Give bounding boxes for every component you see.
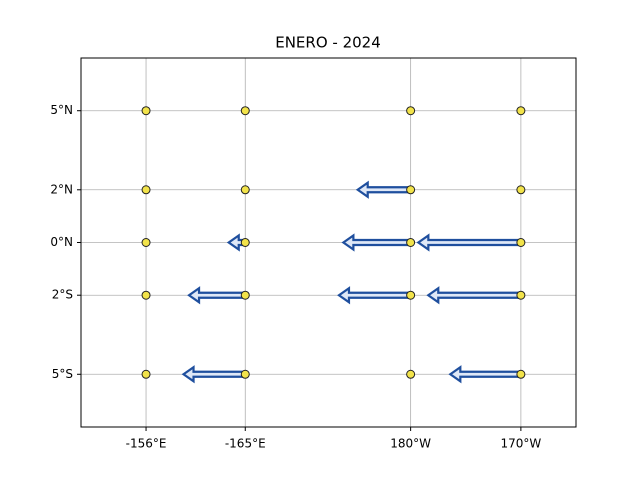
wind-arrow <box>355 180 412 199</box>
station-point <box>141 106 151 116</box>
station-point <box>406 238 416 247</box>
chart-title: ENERO - 2024 <box>275 34 381 52</box>
wind-arrow <box>448 365 522 384</box>
station-point <box>141 185 151 195</box>
y-tick-label: 0°N <box>50 235 73 249</box>
wind-arrow <box>337 286 412 305</box>
station-point <box>240 369 250 379</box>
station-point <box>406 369 416 379</box>
station-point <box>406 106 416 116</box>
x-tick-label: -165°E <box>225 437 266 451</box>
plot-frame <box>80 57 577 428</box>
y-tick-label: 5°N <box>50 103 73 117</box>
station-point <box>516 238 526 247</box>
y-tick-label: 2°N <box>50 182 73 196</box>
station-point <box>516 185 526 195</box>
wind-arrow <box>416 233 522 252</box>
wind-arrow <box>341 233 412 252</box>
wind-arrow <box>426 286 522 305</box>
x-tick-label: -156°E <box>126 437 167 451</box>
x-tick-label: 170°W <box>500 437 541 451</box>
station-point <box>516 290 526 300</box>
station-point <box>141 290 151 300</box>
station-point <box>240 185 250 195</box>
y-tick-label: 5°S <box>52 367 73 381</box>
station-point <box>516 369 526 379</box>
station-point <box>406 185 416 195</box>
wind-arrow <box>187 286 247 305</box>
station-point <box>240 106 250 116</box>
station-point <box>141 369 151 379</box>
station-point <box>516 106 526 116</box>
station-point <box>240 290 250 300</box>
y-tick-label: 2°S <box>52 288 73 302</box>
wind-arrow <box>181 365 247 384</box>
x-tick-label: 180°W <box>390 437 431 451</box>
station-point <box>406 290 416 300</box>
station-point <box>141 238 151 247</box>
station-point <box>240 238 250 247</box>
